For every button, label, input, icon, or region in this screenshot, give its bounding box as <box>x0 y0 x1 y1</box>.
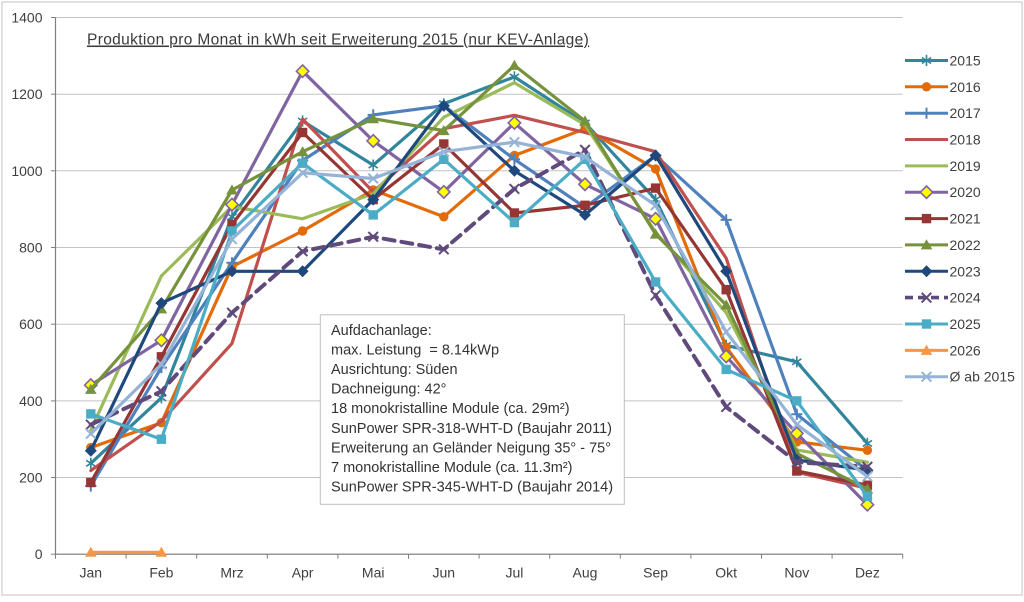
svg-text:2026: 2026 <box>950 342 981 358</box>
svg-text:Mrz: Mrz <box>220 565 243 581</box>
svg-text:400: 400 <box>19 393 43 409</box>
svg-text:1400: 1400 <box>11 10 42 26</box>
svg-text:2021: 2021 <box>950 211 981 227</box>
svg-text:Dez: Dez <box>855 565 880 581</box>
svg-text:2015: 2015 <box>950 53 981 69</box>
svg-text:SunPower SPR-318-WHT-D (Baujah: SunPower SPR-318-WHT-D (Baujahr 2011) <box>331 421 612 437</box>
svg-text:max. Leistung = 8.14kWp: max. Leistung = 8.14kWp <box>331 342 499 358</box>
svg-text:2022: 2022 <box>950 237 981 253</box>
svg-text:0: 0 <box>35 546 43 562</box>
svg-text:2017: 2017 <box>950 105 981 121</box>
svg-text:200: 200 <box>19 470 43 486</box>
svg-text:Ø ab 2015: Ø ab 2015 <box>950 369 1016 385</box>
svg-text:Nov: Nov <box>784 565 809 581</box>
svg-text:Dachneigung: 42°: Dachneigung: 42° <box>331 382 446 398</box>
svg-text:800: 800 <box>19 240 43 256</box>
svg-text:2024: 2024 <box>950 290 981 306</box>
svg-text:Produktion pro Monat in kWh se: Produktion pro Monat in kWh seit Erweite… <box>87 32 589 49</box>
svg-text:Mai: Mai <box>362 565 385 581</box>
svg-text:Jun: Jun <box>433 565 456 581</box>
svg-text:7 monokristalline Module (ca.: 7 monokristalline Module (ca. 11.3m²) <box>331 460 573 476</box>
svg-text:1000: 1000 <box>11 163 42 179</box>
svg-text:1200: 1200 <box>11 86 42 102</box>
svg-text:Jul: Jul <box>505 565 523 581</box>
svg-text:Feb: Feb <box>149 565 173 581</box>
svg-text:2020: 2020 <box>950 184 981 200</box>
svg-text:Aug: Aug <box>573 565 598 581</box>
svg-text:2025: 2025 <box>950 316 981 332</box>
svg-text:Aufdachanlage:: Aufdachanlage: <box>331 323 432 339</box>
svg-text:SunPower SPR-345-WHT-D (Baujah: SunPower SPR-345-WHT-D (Baujahr 2014) <box>331 480 613 496</box>
svg-text:2018: 2018 <box>950 132 981 148</box>
svg-text:2016: 2016 <box>950 79 981 95</box>
svg-text:Erweiterung an Geländer Neigun: Erweiterung an Geländer Neigung 35° - 75… <box>331 440 611 456</box>
svg-text:Sep: Sep <box>643 565 668 581</box>
svg-text:Okt: Okt <box>715 565 737 581</box>
svg-text:Apr: Apr <box>292 565 314 581</box>
svg-text:18 monokristalline Module (ca.: 18 monokristalline Module (ca. 29m²) <box>331 401 570 417</box>
svg-text:2023: 2023 <box>950 263 981 279</box>
svg-text:Ausrichtung: Süden: Ausrichtung: Süden <box>331 362 458 378</box>
svg-text:Jan: Jan <box>80 565 103 581</box>
svg-text:600: 600 <box>19 316 43 332</box>
svg-text:2019: 2019 <box>950 158 981 174</box>
